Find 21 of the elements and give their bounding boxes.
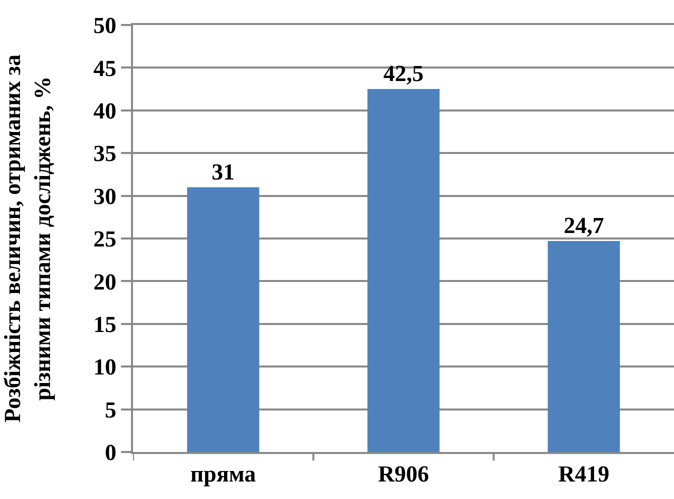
bar bbox=[367, 89, 440, 452]
data-label: 31 bbox=[212, 159, 235, 184]
y-tick-label: 25 bbox=[93, 226, 116, 252]
y-tick-label: 40 bbox=[93, 98, 116, 124]
y-tick-label: 30 bbox=[93, 184, 116, 209]
data-label: 42,5 bbox=[383, 61, 424, 86]
x-tick-label: R906 bbox=[378, 462, 430, 487]
y-tick-label: 15 bbox=[93, 312, 116, 337]
y-tick-label: 20 bbox=[93, 269, 116, 294]
data-label: 24,7 bbox=[564, 213, 604, 238]
bar bbox=[548, 241, 620, 452]
y-tick-label: 5 bbox=[104, 397, 116, 422]
x-tick-label: пряма bbox=[190, 462, 256, 487]
y-tick-label: 50 bbox=[93, 13, 116, 38]
y-tick-label: 0 bbox=[104, 440, 116, 466]
y-tick-label: 10 bbox=[93, 354, 116, 380]
y-axis-title: Розбіжність величин, отриманих за різними типами досліджень, % bbox=[0, 54, 55, 422]
y-tick-label: 35 bbox=[93, 141, 116, 166]
x-tick-label: R419 bbox=[558, 462, 610, 487]
y-tick-label: 45 bbox=[93, 56, 116, 81]
bar bbox=[187, 187, 260, 452]
